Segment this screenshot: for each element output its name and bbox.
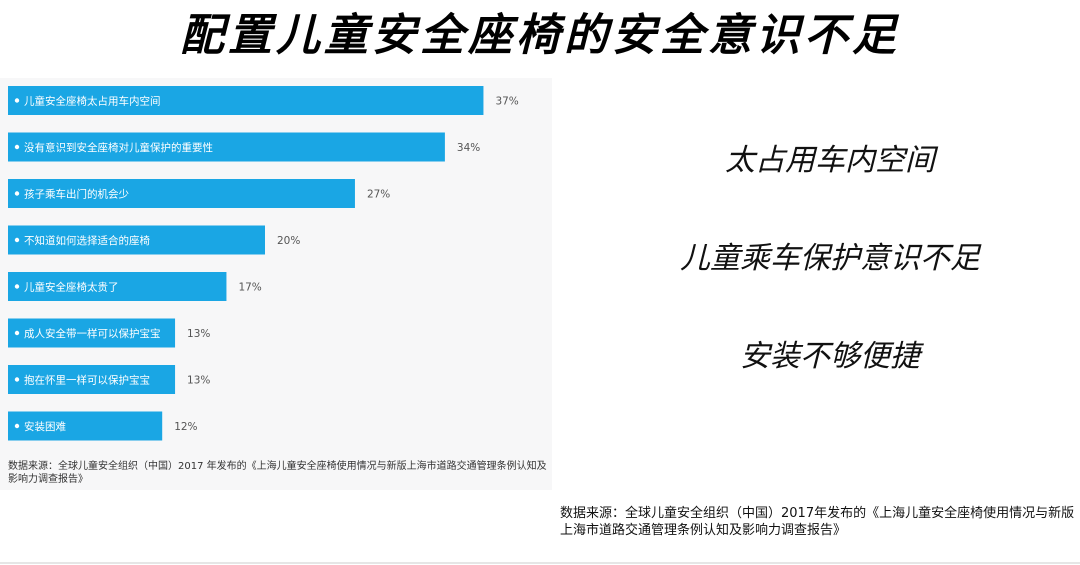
value-label-3: 20% [277,235,300,247]
bar-bullet-2 [14,191,20,196]
category-label-0: 儿童安全座椅太占用车内空间 [24,95,161,108]
bar-4 [8,272,227,301]
bar-bullet-4 [14,284,20,289]
category-label-4: 儿童安全座椅太贵了 [24,281,119,294]
value-label-1: 34% [457,142,480,154]
bar-bullet-5 [14,330,20,336]
key-points: 太占用车内空间 儿童乘车保护意识不足 安装不够便捷 [600,130,1060,424]
bottom-divider [0,562,1080,564]
bar-chart: 儿童安全座椅太占用车内空间 37% 没有意识到安全座椅对儿童保护的重要性 34% 孩子乘… [8,86,519,441]
category-label-1: 没有意识到安全座椅对儿童保护的重要性 [24,141,213,154]
key-point-space: 太占用车内空间 [725,143,935,178]
bar-bullet-3 [14,237,20,243]
key-point-awareness: 儿童乘车保护意识不足 [680,241,980,276]
bar-bullet-0 [14,98,20,103]
category-label-3: 不知道如何选择适合的座椅 [24,234,150,247]
value-label-0: 37% [495,96,518,108]
bar-bullet-6 [14,377,20,382]
bar-3 [8,225,265,255]
bar-chart-panel: 儿童安全座椅太占用车内空间 37% 没有意识到安全座椅对儿童保护的重要性 34% 孩子乘… [0,78,552,490]
chart-source-note: 数据来源：全球儿童安全组织（中国）2017 年发布的《上海儿童安全座椅使用情况与… [8,461,547,485]
value-label-6: 13% [187,375,210,387]
bar-5 [8,318,176,348]
page-title: 配置儿童安全座椅的安全意识不足 [180,10,900,61]
bar-1 [8,132,445,162]
category-label-5: 成人安全带一样可以保护宝宝 [24,327,161,340]
bar-2 [8,179,355,208]
bar-bullet-7 [14,423,20,429]
bar-0 [8,86,484,115]
value-label-4: 17% [238,282,261,294]
footnote-source: 数据来源：全球儿童安全组织（中国）2017年发布的《上海儿童安全座椅使用情况与新… [560,506,1075,538]
bar-6 [8,365,176,394]
value-label-7: 12% [174,421,197,433]
category-label-2: 孩子乘车出门的机会少 [24,188,129,201]
value-label-2: 27% [367,189,390,201]
category-label-6: 抱在怀里一样可以保护宝宝 [24,374,150,387]
bar-7 [8,411,163,441]
value-label-5: 13% [187,328,210,340]
bar-bullet-1 [14,144,20,150]
key-point-installation: 安装不够便捷 [740,339,920,374]
category-label-7: 安装困难 [24,420,66,433]
